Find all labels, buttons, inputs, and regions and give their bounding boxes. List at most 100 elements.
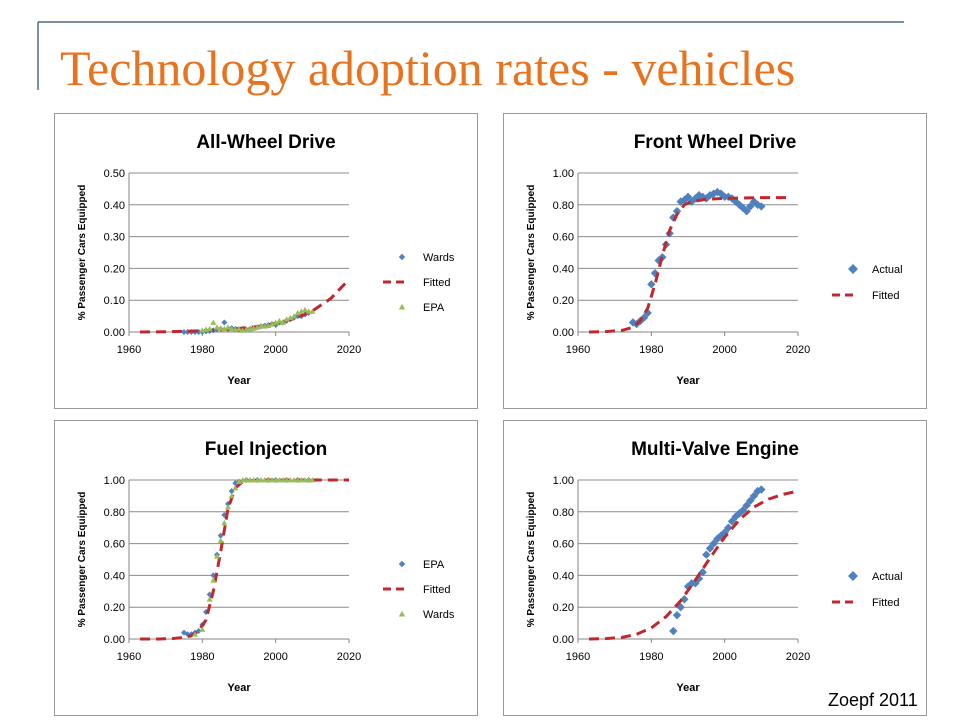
chart-title: All-Wheel Drive — [196, 132, 335, 153]
chart-title: Multi-Valve Engine — [631, 439, 799, 460]
chart-panel-front-wheel-drive: Front Wheel Drive 0.00 0.20 0.40 0.60 0.80 1.0… — [503, 113, 927, 409]
slide-title: Technology adoption rates - vehicles — [60, 40, 796, 96]
legend-marker-epa — [398, 560, 406, 568]
data-point-epa — [280, 319, 286, 325]
y-tick-label: 0.80 — [553, 507, 574, 519]
data-point-epa — [294, 309, 301, 316]
x-tick-label: 1960 — [566, 344, 590, 356]
data-point-epa — [206, 325, 213, 332]
y-tick-label: 1.00 — [104, 475, 125, 487]
data-point-wards — [181, 329, 187, 335]
data-point-epa — [269, 321, 275, 327]
data-point-wards — [225, 504, 231, 510]
y-tick-label: 0.40 — [553, 263, 574, 275]
y-tick-label: 0.00 — [104, 327, 125, 339]
data-point-wards — [221, 519, 228, 526]
legend-marker-epa — [398, 303, 406, 310]
series-line-fitted — [140, 478, 349, 641]
data-point-epa — [210, 572, 217, 579]
legend-marker-wards — [398, 253, 406, 261]
data-point-wards — [232, 484, 239, 491]
data-point-epa — [291, 313, 297, 319]
data-point-actual — [716, 189, 726, 198]
chart-front-wheel-drive: Front Wheel Drive 0.00 0.20 0.40 0.60 0.80 1.0… — [526, 132, 903, 387]
series-line-fitted — [588, 196, 791, 334]
y-tick-label: 0.00 — [104, 634, 125, 646]
y-tick-label: 0.80 — [104, 507, 125, 519]
y-tick-label: 0.30 — [104, 232, 125, 244]
y-tick-label: 0.40 — [104, 200, 125, 212]
y-tick-label: 0.60 — [553, 232, 574, 244]
y-tick-label: 1.00 — [553, 475, 574, 487]
y-tick-label: 0.10 — [104, 295, 125, 307]
data-point-epa — [309, 308, 316, 314]
legend-label-fitted: Fitted — [872, 597, 900, 609]
data-point-wards — [309, 477, 316, 483]
y-tick-label: 0.80 — [553, 200, 574, 212]
data-point-epa — [272, 319, 279, 325]
y-tick-label: 0.20 — [553, 295, 574, 307]
chart-multi-valve-engine: Multi-Valve Engine 0.00 0.20 0.40 0.60 0.80 1.… — [526, 439, 903, 694]
data-point-epa — [298, 308, 305, 314]
x-tick-label: 1980 — [639, 651, 663, 663]
chart-panel-all-wheel-drive: All-Wheel Drive 0.00 0.10 0.20 0.30 0.40 0.50 1… — [54, 113, 478, 409]
legend-label-epa: EPA — [423, 559, 445, 571]
chart-title: Fuel Injection — [205, 439, 327, 460]
y-tick-label: 1.00 — [553, 168, 574, 180]
y-tick-label: 0.20 — [553, 602, 574, 614]
y-tick-label: 0.00 — [553, 634, 574, 646]
legend-marker-actual — [848, 571, 858, 581]
legend-marker-wards — [398, 610, 406, 617]
data-point-actual — [680, 595, 689, 604]
data-point-actual — [672, 610, 682, 620]
legend-label-wards: Wards — [423, 609, 455, 621]
data-point-epa — [287, 314, 294, 321]
x-tick-label: 2000 — [263, 651, 287, 663]
data-point-epa — [276, 317, 283, 324]
y-axis-label: % Passenger Cars Equipped — [526, 492, 537, 628]
x-tick-label: 1960 — [117, 651, 141, 663]
legend-label-fitted: Fitted — [423, 277, 451, 289]
x-axis-label: Year — [227, 375, 251, 387]
legend-marker-actual — [848, 264, 858, 274]
data-point-actual — [705, 544, 715, 553]
y-axis-label: % Passenger Cars Equipped — [526, 185, 537, 321]
x-tick-label: 2020 — [337, 344, 361, 356]
data-point-wards — [236, 478, 242, 484]
y-tick-label: 0.60 — [553, 539, 574, 551]
data-point-actual — [639, 313, 649, 322]
y-tick-label: 0.40 — [553, 570, 574, 582]
y-tick-label: 0.00 — [553, 327, 574, 339]
source-credit: Zoepf 2011 — [828, 690, 918, 710]
data-point-epa — [236, 325, 242, 332]
x-tick-label: 1980 — [639, 344, 663, 356]
legend-label-wards: Wards — [423, 252, 455, 264]
data-point-wards — [217, 537, 224, 543]
data-point-epa — [214, 324, 220, 330]
legend-label-fitted: Fitted — [423, 584, 451, 596]
series-line-fitted — [139, 278, 351, 334]
data-point-actual — [669, 626, 678, 636]
x-tick-label: 2020 — [786, 651, 810, 663]
data-point-wards — [210, 577, 217, 583]
x-tick-label: 2000 — [712, 651, 736, 663]
y-tick-label: 0.50 — [104, 168, 125, 180]
x-tick-label: 1960 — [117, 344, 141, 356]
data-point-epa — [195, 628, 202, 635]
legend-label-epa: EPA — [423, 302, 445, 314]
chart-all-wheel-drive: All-Wheel Drive 0.00 0.10 0.20 0.30 0.40 0.50 1… — [77, 132, 455, 387]
y-tick-label: 0.20 — [104, 602, 125, 614]
chart-title: Front Wheel Drive — [634, 132, 797, 153]
x-axis-label: Year — [676, 375, 700, 387]
data-point-actual — [683, 192, 693, 202]
data-point-epa — [302, 306, 308, 313]
data-point-wards — [206, 596, 213, 602]
data-point-epa — [225, 324, 231, 330]
data-point-epa — [210, 319, 217, 325]
data-point-wards — [192, 631, 198, 637]
data-point-actual — [705, 191, 715, 200]
chart-panel-fuel-injection: Fuel Injection 0.00 0.20 0.40 0.60 0.80 1.00 19… — [54, 420, 478, 716]
x-axis-label: Year — [227, 682, 251, 694]
x-tick-label: 1980 — [190, 344, 214, 356]
